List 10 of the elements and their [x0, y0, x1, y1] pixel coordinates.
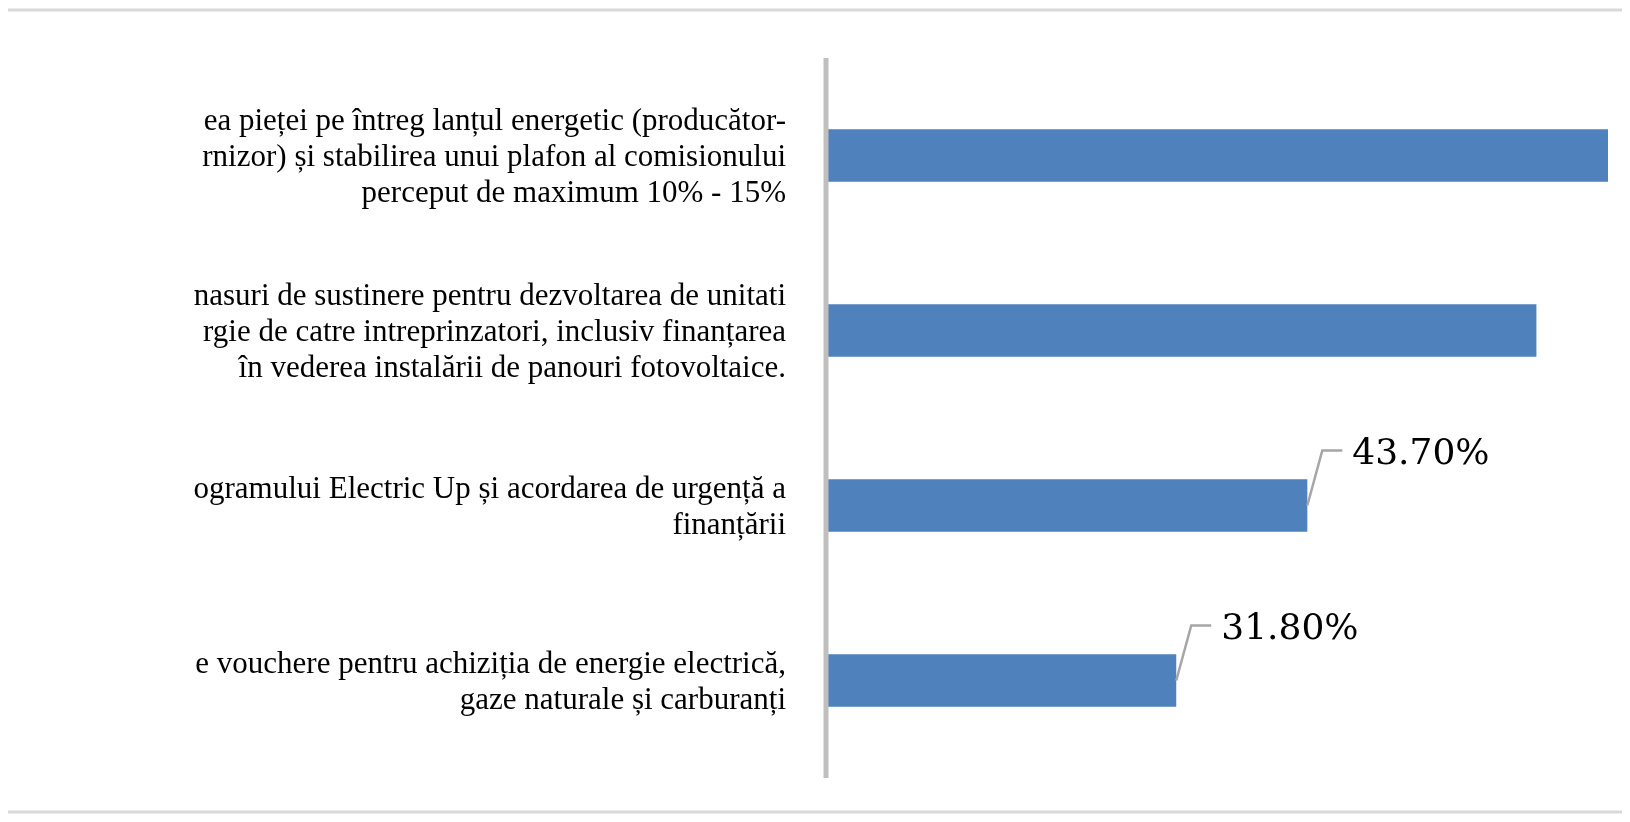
data-label: 31.80% — [1221, 605, 1359, 647]
y-tick-label: nasuri de sustinere pentru dezvoltarea de unitati rgie de catre intreprinzatori, inclusiv finanțarea în vederea instalării de panouri fotovoltaice. — [193, 276, 787, 384]
y-tick-label: ea pieței pe întreg lanțul energetic (producător- rnizor) și stabilirea unui plafon al comisionului perceput de maximum 10% - 15% — [202, 101, 787, 209]
y-tick-label: e vouchere pentru achiziția de energie electrică, gaze naturale și carburanți — [195, 644, 787, 716]
bar — [826, 654, 1177, 707]
y-tick-label: ogramului Electric Up și acordarea de urgență a finanțării — [193, 469, 787, 541]
data-label: 43.70% — [1352, 430, 1490, 472]
bar — [826, 479, 1308, 532]
bar — [826, 304, 1537, 357]
bar — [826, 129, 1608, 182]
